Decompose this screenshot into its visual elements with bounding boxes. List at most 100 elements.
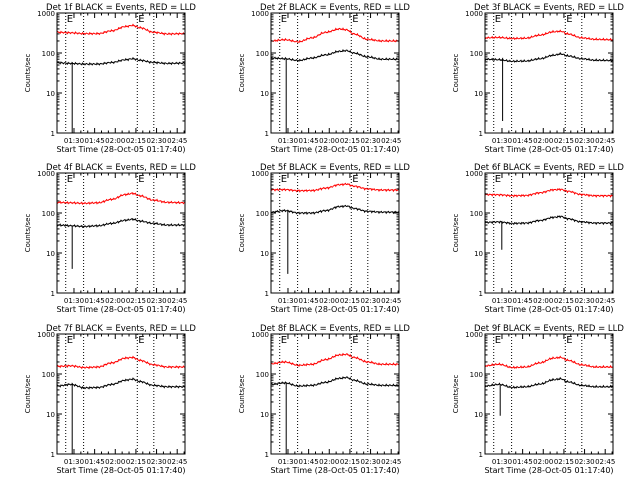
lld-series-line [271, 182, 399, 193]
y-tick-label: 100 [256, 371, 269, 379]
events-series-line [485, 376, 613, 416]
y-tick-label: 10 [46, 250, 55, 258]
event-marker-label: E [352, 174, 358, 185]
detector-panel-8: Det 8f BLACK = Events, RED = LLD Counts/s… [238, 324, 410, 475]
events-series-line [271, 204, 399, 274]
event-marker-label: E [138, 14, 144, 25]
x-tick-label: 01:45 [299, 137, 319, 145]
x-tick-label: 02:15 [126, 297, 146, 305]
y-axis-label: Counts/sec [238, 214, 246, 253]
axes-frame [270, 172, 400, 294]
y-tick-label: 1000 [37, 331, 55, 339]
x-tick-label: 02:00 [319, 458, 339, 466]
y-axis-label: Counts/sec [238, 375, 246, 414]
event-marker-label: E [67, 174, 73, 185]
x-tick-label: 02:00 [105, 458, 125, 466]
x-tick-label: 02:30 [360, 297, 380, 305]
y-tick-label: 1 [265, 130, 269, 138]
lld-series-line [485, 355, 613, 369]
y-tick-label: 100 [256, 210, 269, 218]
event-marker-label: E [67, 335, 73, 346]
x-tick-label: 01:45 [85, 297, 105, 305]
y-axis-label: Counts/sec [452, 214, 460, 253]
event-marker-label: E [138, 335, 144, 346]
axes-frame [56, 333, 186, 455]
x-tick-label: 01:45 [299, 297, 319, 305]
lld-series-line [485, 29, 613, 42]
x-tick-label: 01:45 [299, 458, 319, 466]
y-tick-label: 10 [46, 411, 55, 419]
panel-title: Det 2f BLACK = Events, RED = LLD [260, 3, 410, 13]
detector-panel-5: Det 5f BLACK = Events, RED = LLD Counts/s… [238, 163, 410, 314]
y-tick-label: 1 [51, 130, 55, 138]
y-tick-label: 1 [479, 290, 483, 298]
x-tick-label: 02:00 [319, 137, 339, 145]
lld-series-line [57, 191, 185, 205]
y-tick-label: 1 [479, 130, 483, 138]
x-tick-label: 02:15 [340, 297, 360, 305]
lld-series-line [57, 23, 185, 36]
x-tick-label: 02:15 [126, 137, 146, 145]
event-marker-label: E [566, 14, 572, 25]
x-axis-label: Start Time (28-Oct-05 01:17:40) [484, 145, 613, 154]
events-series-line [57, 56, 185, 133]
detector-panel-1: Det 1f BLACK = Events, RED = LLD Counts/s… [24, 3, 196, 154]
x-tick-label: 02:00 [319, 297, 339, 305]
x-tick-label: 02:45 [167, 458, 187, 466]
x-tick-label: 01:30 [278, 458, 298, 466]
x-tick-label: 01:45 [513, 297, 533, 305]
y-axis-label: Counts/sec [452, 54, 460, 93]
panel-title: Det 5f BLACK = Events, RED = LLD [260, 163, 410, 173]
x-tick-label: 02:45 [595, 458, 615, 466]
x-tick-label: 02:00 [105, 297, 125, 305]
x-tick-label: 02:15 [340, 458, 360, 466]
panel-title: Det 8f BLACK = Events, RED = LLD [260, 324, 410, 334]
axes-frame [56, 172, 186, 294]
x-tick-label: 02:15 [340, 137, 360, 145]
y-tick-label: 10 [474, 250, 483, 258]
panel-title: Det 4f BLACK = Events, RED = LLD [46, 163, 196, 173]
events-series-line [271, 49, 399, 133]
y-tick-label: 10 [260, 250, 269, 258]
x-tick-label: 02:30 [146, 297, 166, 305]
x-tick-label: 02:45 [381, 137, 401, 145]
events-series-line [485, 215, 613, 250]
events-series-line [271, 376, 399, 454]
panel-title: Det 3f BLACK = Events, RED = LLD [474, 3, 624, 13]
x-tick-label: 01:30 [492, 137, 512, 145]
axes-frame [484, 172, 614, 294]
axes-frame [484, 12, 614, 134]
event-marker-label: E [352, 335, 358, 346]
x-axis-label: Start Time (28-Oct-05 01:17:40) [56, 466, 185, 475]
detector-panel-4: Det 4f BLACK = Events, RED = LLD Counts/s… [24, 163, 196, 314]
x-tick-label: 01:45 [513, 137, 533, 145]
x-tick-label: 02:30 [360, 137, 380, 145]
x-tick-label: 02:45 [595, 297, 615, 305]
event-marker-label: E [495, 14, 501, 25]
y-tick-label: 100 [42, 371, 55, 379]
panel-title: Det 1f BLACK = Events, RED = LLD [46, 3, 196, 13]
events-series-line [57, 377, 185, 454]
detector-panel-9: Det 9f BLACK = Events, RED = LLD Counts/s… [452, 324, 624, 475]
y-axis-label: Counts/sec [238, 54, 246, 93]
detector-panel-2: Det 2f BLACK = Events, RED = LLD Counts/s… [238, 3, 410, 154]
axes-frame [484, 333, 614, 455]
x-axis-label: Start Time (28-Oct-05 01:17:40) [270, 145, 399, 154]
y-tick-label: 1000 [37, 10, 55, 18]
y-tick-label: 1000 [251, 331, 269, 339]
x-tick-label: 02:15 [554, 297, 574, 305]
x-tick-label: 02:45 [167, 137, 187, 145]
x-tick-label: 01:30 [492, 458, 512, 466]
y-tick-label: 1 [265, 451, 269, 459]
axes-frame [270, 12, 400, 134]
y-tick-label: 1 [51, 290, 55, 298]
x-tick-label: 01:30 [64, 137, 84, 145]
y-tick-label: 10 [260, 411, 269, 419]
x-tick-label: 02:00 [533, 458, 553, 466]
y-axis-label: Counts/sec [24, 375, 32, 414]
x-tick-label: 02:45 [381, 297, 401, 305]
x-axis-label: Start Time (28-Oct-05 01:17:40) [484, 466, 613, 475]
y-axis-label: Counts/sec [24, 54, 32, 93]
y-tick-label: 100 [470, 371, 483, 379]
